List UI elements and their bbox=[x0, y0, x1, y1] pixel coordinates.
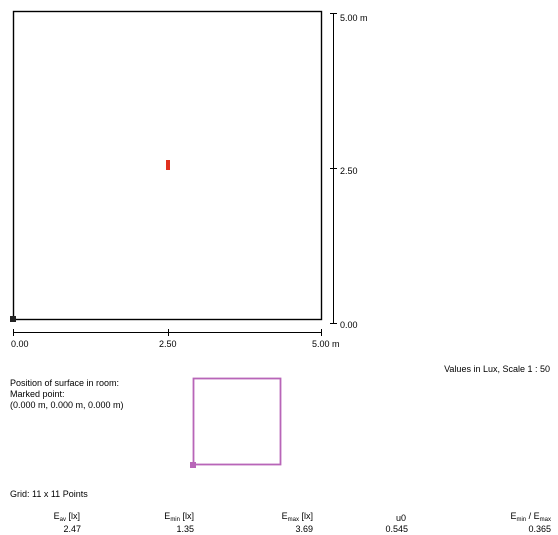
position-line-2: Marked point: bbox=[10, 389, 65, 399]
right-axis-top-label: 5.00 m bbox=[340, 13, 368, 23]
header-u0: u0 bbox=[395, 513, 406, 523]
right-axis-mid-label: 2.50 bbox=[340, 166, 358, 176]
right-axis-bottom-label: 0.00 bbox=[340, 320, 358, 330]
header-emin-emax-ratio: Emin / Emax bbox=[510, 511, 551, 523]
room-outline bbox=[192, 377, 282, 466]
position-line-3: (0.000 m, 0.000 m, 0.000 m) bbox=[10, 400, 124, 410]
surface-plan-frame bbox=[12, 10, 323, 321]
scale-note: Values in Lux, Scale 1 : 50 bbox=[444, 364, 550, 374]
bottom-axis-right-label: 5.00 m bbox=[312, 339, 340, 349]
calculation-marker bbox=[166, 160, 170, 170]
header-eav: Eav [lx] bbox=[53, 511, 80, 523]
header-emin: Emin [lx] bbox=[164, 511, 194, 523]
bottom-axis-mid-label: 2.50 bbox=[159, 339, 177, 349]
room-marked-point bbox=[190, 462, 196, 468]
value-eav: 2.47 bbox=[63, 524, 81, 534]
value-u0: 0.545 bbox=[385, 524, 408, 534]
bottom-axis-left-label: 0.00 bbox=[11, 339, 29, 349]
value-emin: 1.35 bbox=[176, 524, 194, 534]
grid-info: Grid: 11 x 11 Points bbox=[10, 489, 88, 499]
position-line-1: Position of surface in room: bbox=[10, 378, 120, 388]
header-emax: Emax [lx] bbox=[281, 511, 313, 523]
origin-marker bbox=[10, 316, 16, 322]
value-emin-emax-ratio: 0.365 bbox=[528, 524, 551, 534]
value-emax: 3.69 bbox=[295, 524, 313, 534]
